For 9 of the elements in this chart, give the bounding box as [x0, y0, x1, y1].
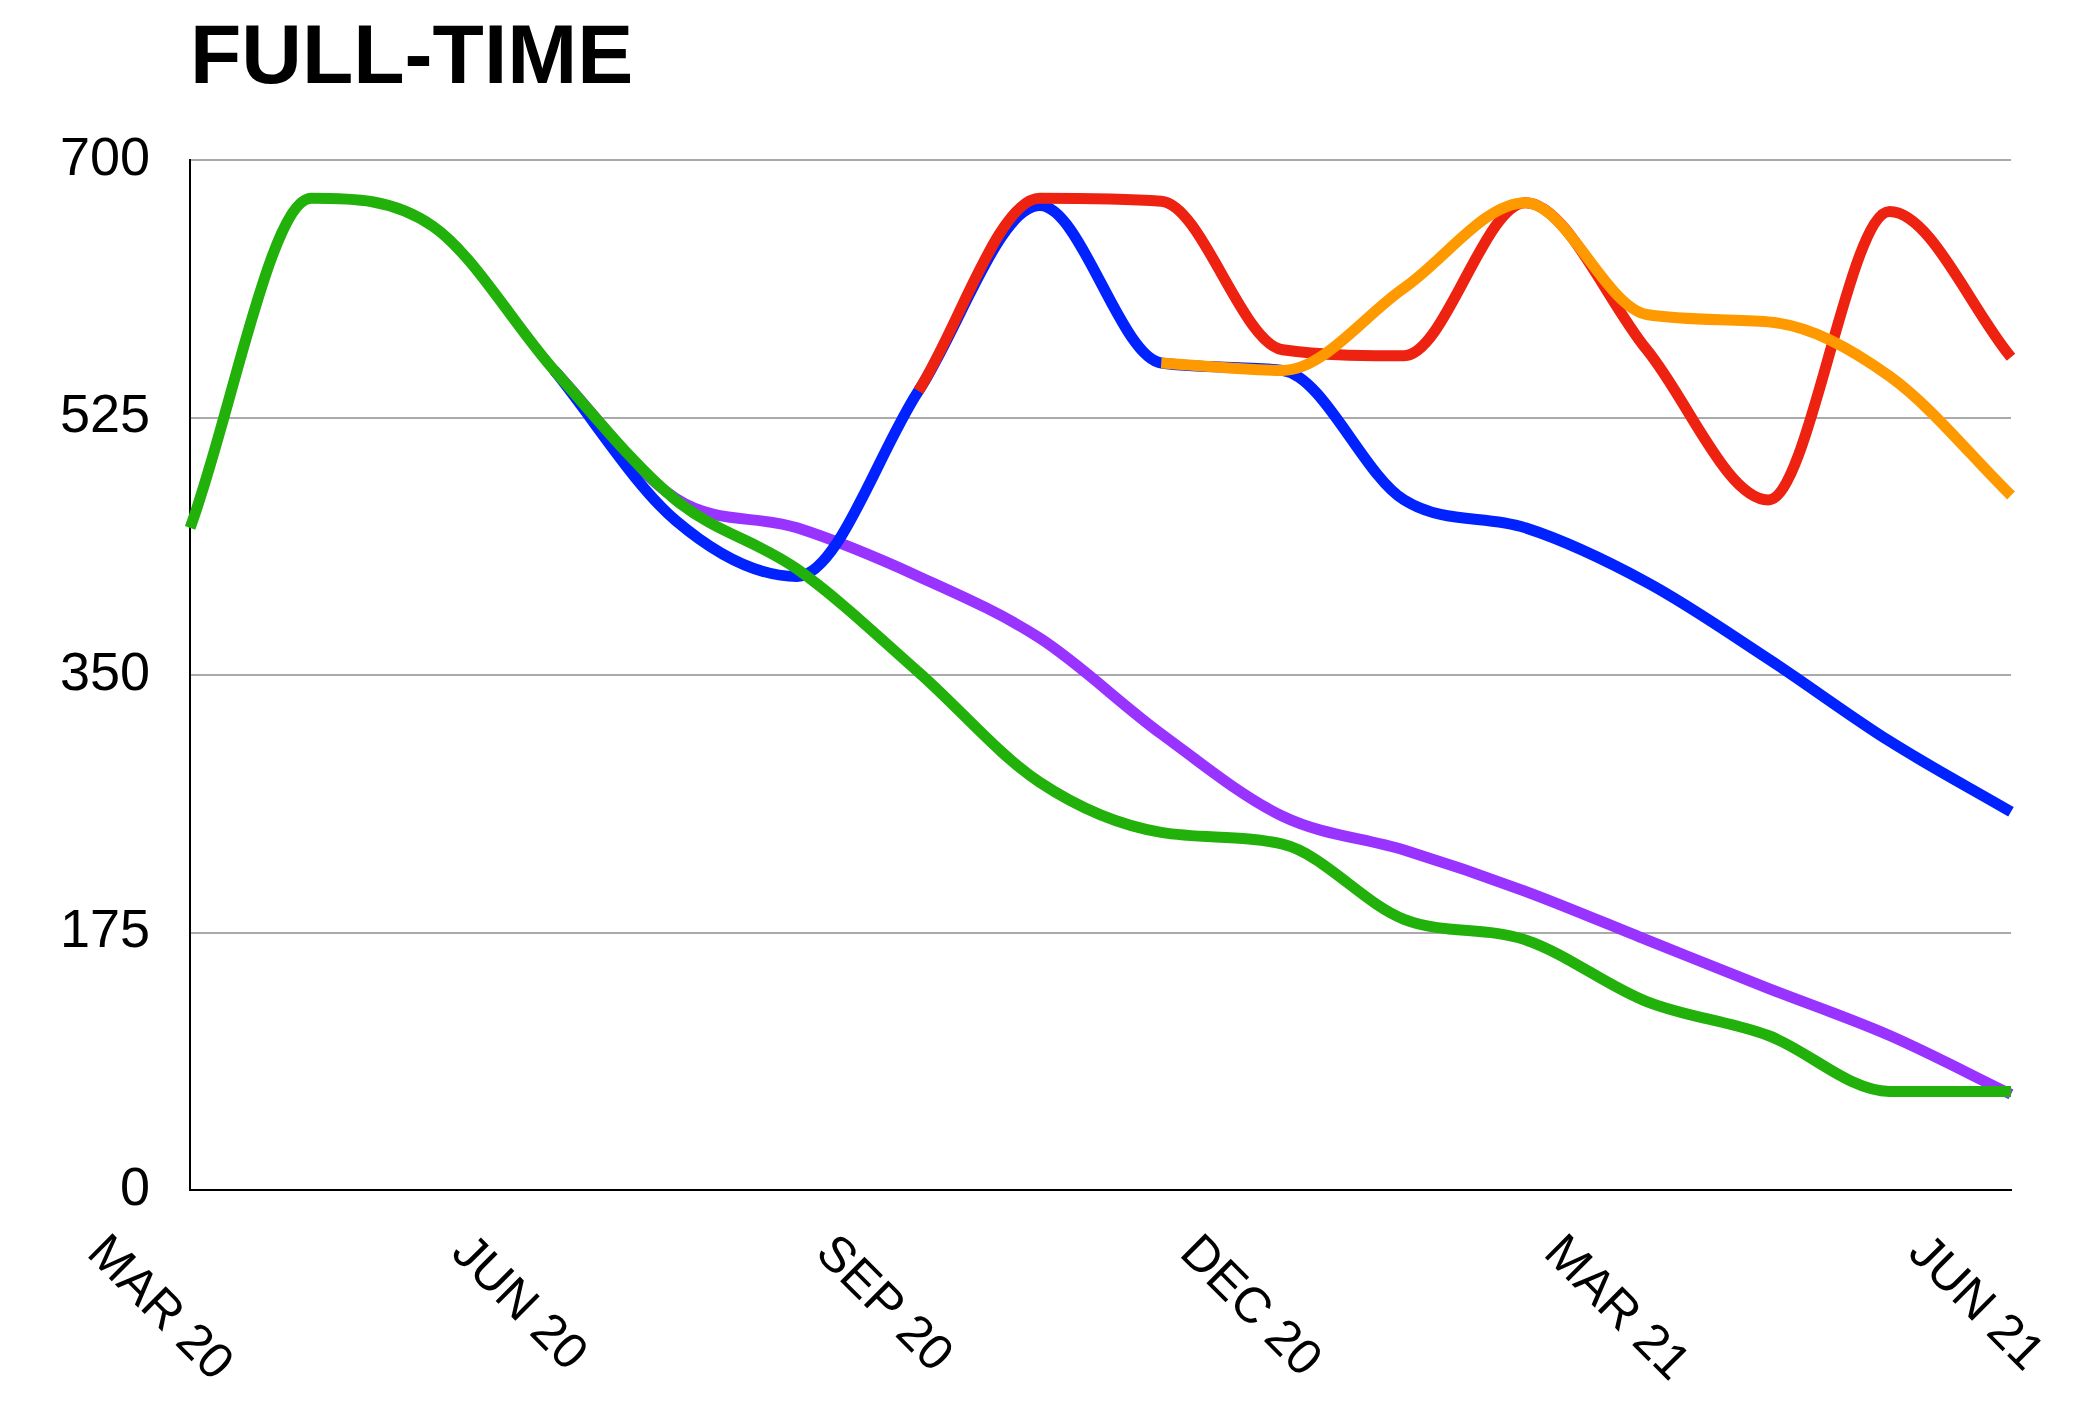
y-tick-label: 525 — [59, 383, 151, 444]
y-tick-label: 175 — [59, 898, 151, 959]
y-tick-label: 350 — [59, 640, 151, 701]
x-tick-label: JUN 20 — [441, 1222, 600, 1381]
y-tick-label: 0 — [120, 1155, 151, 1216]
x-tick-label: JUN 21 — [1898, 1222, 2056, 1381]
y-tick-label: 700 — [59, 125, 151, 186]
x-tick-label: SEP 20 — [805, 1222, 965, 1382]
chart-title: FULL-TIME — [190, 7, 634, 101]
